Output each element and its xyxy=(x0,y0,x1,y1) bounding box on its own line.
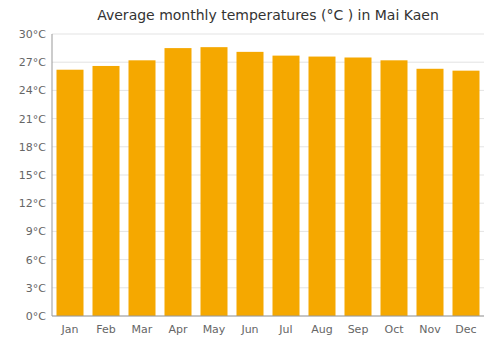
x-tick-label: Dec xyxy=(455,323,476,336)
x-tick-label: Jun xyxy=(240,323,258,336)
y-axis-line xyxy=(52,34,53,316)
x-tick-label: Mar xyxy=(132,323,153,336)
bar xyxy=(417,69,444,316)
x-tick-label: Apr xyxy=(168,323,188,336)
x-tick-label: Jul xyxy=(278,323,292,336)
chart: Average monthly temperatures (°C ) in Ma… xyxy=(0,0,500,350)
title: Average monthly temperatures (°C ) in Ma… xyxy=(97,7,439,23)
y-tick-label: 30°C xyxy=(19,28,46,41)
bar xyxy=(273,56,300,316)
y-axis: 0°C 3°C 6°C 9°C 12°C 15°C 18°C 21°C 24°C 27°C 30°C xyxy=(19,28,484,323)
bars xyxy=(57,47,480,316)
x-tick-label: Aug xyxy=(311,323,332,336)
x-tick-label: Oct xyxy=(384,323,404,336)
grid-line xyxy=(52,316,484,317)
y-tick-label: 3°C xyxy=(26,282,46,295)
x-tick-label: Jan xyxy=(61,323,79,336)
y-tick-label: 18°C xyxy=(19,141,46,154)
bar xyxy=(345,58,372,317)
bar xyxy=(201,47,228,316)
bar xyxy=(237,52,264,316)
y-tick-label: 12°C xyxy=(19,197,46,210)
grid-line xyxy=(52,62,484,63)
x-tick-label: Feb xyxy=(96,323,115,336)
y-tick-label: 21°C xyxy=(19,113,46,126)
bar xyxy=(381,60,408,316)
y-tick-label: 27°C xyxy=(19,56,46,69)
bar xyxy=(57,70,84,316)
bar xyxy=(165,48,192,316)
bar xyxy=(453,71,480,316)
y-tick-label: 9°C xyxy=(26,225,46,238)
x-tick-label: May xyxy=(203,323,226,336)
x-tick-label: Nov xyxy=(419,323,441,336)
x-axis-line xyxy=(52,316,484,317)
bar xyxy=(309,57,336,316)
grid-line xyxy=(52,34,484,35)
y-tick-label: 0°C xyxy=(26,310,46,323)
chart-container: Average monthly temperatures (°C ) in Ma… xyxy=(0,0,500,350)
x-axis: Jan Feb Mar Apr May Jun Jul Aug Sep Oct Nov Dec xyxy=(61,323,477,336)
y-tick-label: 24°C xyxy=(19,84,46,97)
bar xyxy=(93,66,120,316)
y-tick-label: 6°C xyxy=(26,254,46,267)
y-tick-label: 15°C xyxy=(19,169,46,182)
bar xyxy=(129,60,156,316)
x-tick-label: Sep xyxy=(348,323,369,336)
